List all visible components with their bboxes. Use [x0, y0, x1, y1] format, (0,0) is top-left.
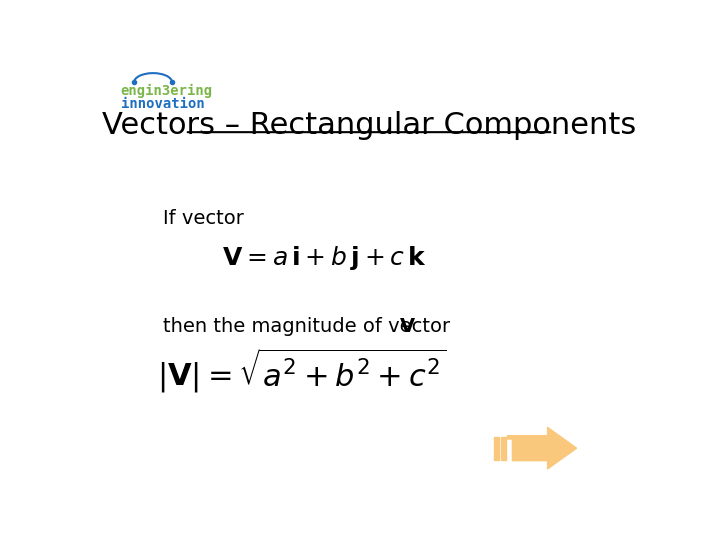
Polygon shape [508, 427, 577, 469]
Text: innovation: innovation [121, 97, 204, 111]
Text: $\mathbf{V} = a\,\mathbf{i} + b\,\mathbf{j} + c\,\mathbf{k}$: $\mathbf{V} = a\,\mathbf{i} + b\,\mathbf… [222, 244, 427, 272]
Text: then the magnitude of vector: then the magnitude of vector [163, 318, 456, 336]
Text: If vector: If vector [163, 209, 243, 228]
Text: Vectors – Rectangular Components: Vectors – Rectangular Components [102, 111, 636, 140]
FancyBboxPatch shape [494, 436, 499, 460]
Text: engin3ering: engin3ering [121, 84, 213, 98]
FancyBboxPatch shape [501, 436, 506, 460]
Text: $\mathbf{V}$: $\mathbf{V}$ [399, 318, 416, 336]
Text: $|\mathbf{V}| = \sqrt{a^2 + b^2 + c^2}$: $|\mathbf{V}| = \sqrt{a^2 + b^2 + c^2}$ [157, 346, 447, 395]
